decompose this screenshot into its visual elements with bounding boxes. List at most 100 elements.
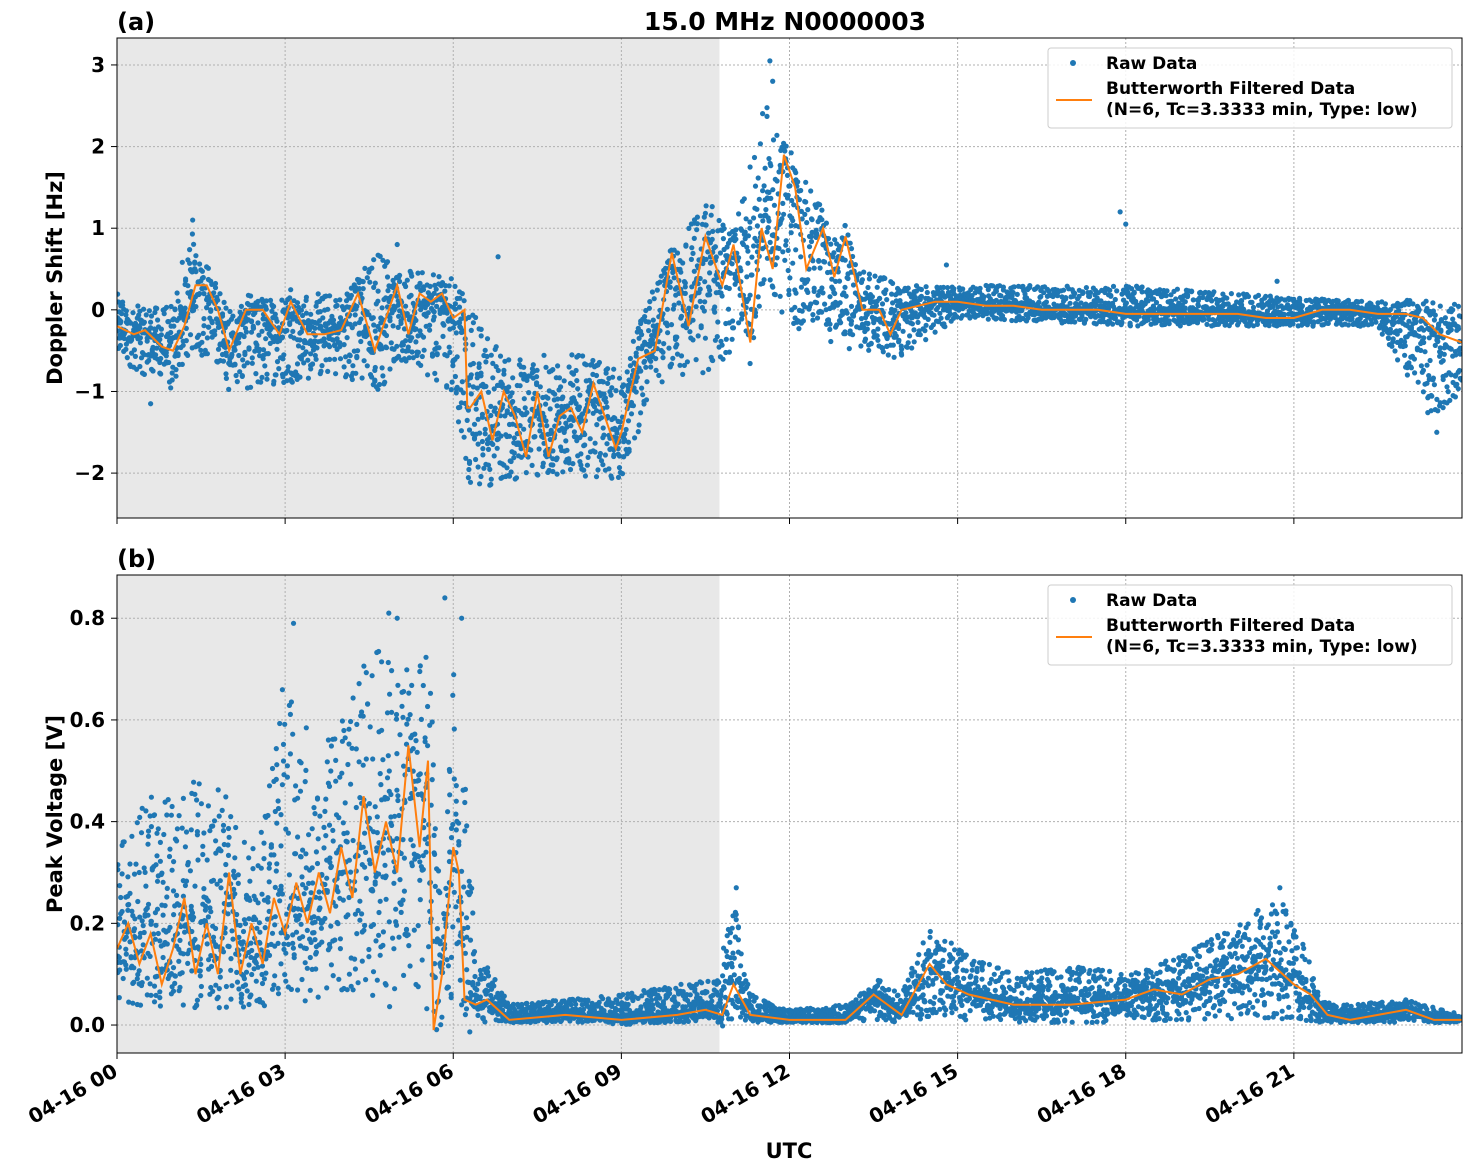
raw-data-point bbox=[554, 471, 560, 477]
raw-data-point bbox=[157, 336, 163, 343]
raw-data-point bbox=[165, 797, 171, 803]
y-axis-label: Doppler Shift [Hz] bbox=[43, 171, 67, 385]
raw-data-point bbox=[836, 278, 843, 284]
raw-data-point bbox=[872, 273, 878, 279]
raw-data-point bbox=[154, 345, 160, 351]
raw-data-point bbox=[491, 386, 497, 392]
raw-data-point bbox=[707, 292, 713, 298]
raw-data-point bbox=[772, 292, 778, 298]
raw-data-point bbox=[911, 327, 917, 333]
raw-data-point bbox=[832, 237, 838, 243]
raw-data-point bbox=[308, 366, 314, 372]
raw-data-point bbox=[403, 303, 409, 309]
raw-data-point bbox=[1423, 298, 1429, 304]
raw-data-point bbox=[925, 316, 931, 322]
raw-data-point bbox=[1299, 303, 1305, 309]
raw-data-point bbox=[804, 220, 810, 226]
raw-data-point bbox=[308, 311, 314, 317]
raw-data-point bbox=[858, 343, 864, 349]
raw-data-point bbox=[1402, 352, 1408, 358]
raw-data-point bbox=[212, 332, 218, 338]
raw-data-point bbox=[689, 245, 695, 251]
raw-data-point bbox=[646, 328, 652, 334]
raw-data-point bbox=[474, 385, 480, 391]
raw-data-point bbox=[498, 433, 504, 439]
raw-data-point bbox=[243, 329, 249, 335]
raw-data-point bbox=[670, 306, 677, 312]
raw-data-point bbox=[509, 390, 515, 396]
raw-data-point bbox=[131, 871, 138, 877]
raw-data-point bbox=[263, 298, 269, 304]
raw-data-point bbox=[228, 967, 234, 973]
raw-data-point bbox=[690, 250, 696, 256]
raw-data-point bbox=[660, 349, 666, 355]
raw-data-point bbox=[174, 892, 180, 899]
raw-data-point bbox=[195, 857, 201, 863]
raw-data-point bbox=[183, 829, 190, 835]
raw-data-point bbox=[433, 286, 439, 292]
raw-data-point bbox=[805, 289, 811, 295]
raw-data-point bbox=[352, 312, 358, 318]
raw-data-point bbox=[247, 878, 253, 884]
raw-data-point bbox=[609, 475, 615, 481]
raw-data-point bbox=[225, 825, 232, 832]
raw-data-point bbox=[789, 197, 795, 204]
raw-data-point bbox=[164, 812, 170, 818]
raw-data-point bbox=[145, 828, 152, 834]
raw-data-point bbox=[693, 304, 699, 310]
raw-data-point bbox=[155, 317, 161, 323]
raw-data-point bbox=[796, 326, 802, 332]
raw-data-point bbox=[808, 188, 814, 194]
raw-data-point bbox=[301, 360, 307, 366]
raw-data-point bbox=[320, 315, 326, 321]
raw-data-point bbox=[648, 358, 654, 364]
raw-data-point bbox=[904, 344, 910, 350]
raw-data-point bbox=[639, 385, 645, 391]
raw-data-point bbox=[173, 373, 179, 379]
raw-data-point bbox=[254, 342, 260, 348]
raw-data-point bbox=[625, 388, 631, 394]
raw-data-point bbox=[148, 401, 154, 407]
raw-data-point bbox=[477, 430, 483, 436]
raw-data-point bbox=[1010, 289, 1016, 296]
raw-data-point bbox=[148, 353, 154, 359]
raw-data-point bbox=[375, 298, 381, 304]
raw-data-point bbox=[564, 447, 570, 453]
raw-data-point bbox=[185, 352, 191, 358]
raw-data-point bbox=[930, 322, 937, 328]
raw-data-point bbox=[905, 340, 911, 346]
raw-data-point bbox=[719, 293, 725, 299]
raw-data-point bbox=[760, 111, 766, 117]
raw-data-series bbox=[117, 58, 1462, 488]
raw-data-point bbox=[569, 352, 575, 358]
raw-data-point bbox=[131, 926, 138, 932]
raw-data-point bbox=[448, 276, 454, 282]
raw-data-point bbox=[547, 406, 553, 412]
raw-data-point bbox=[379, 365, 385, 371]
raw-data-point bbox=[596, 359, 603, 366]
raw-data-point bbox=[126, 901, 132, 908]
raw-data-point bbox=[822, 301, 828, 307]
raw-data-point bbox=[671, 275, 677, 281]
raw-data-point bbox=[240, 928, 247, 935]
raw-data-point bbox=[756, 303, 762, 309]
raw-data-point bbox=[242, 921, 249, 927]
raw-data-point bbox=[799, 216, 805, 222]
raw-data-point bbox=[146, 308, 152, 314]
raw-data-point bbox=[260, 347, 267, 353]
raw-data-point bbox=[1189, 289, 1195, 295]
raw-data-point bbox=[148, 794, 154, 800]
raw-data-point bbox=[1392, 348, 1398, 354]
raw-data-point bbox=[157, 989, 163, 995]
raw-data-point bbox=[1410, 301, 1416, 307]
raw-data-point bbox=[633, 378, 639, 384]
raw-data-point bbox=[691, 235, 697, 241]
raw-data-point bbox=[819, 285, 825, 291]
raw-data-point bbox=[817, 202, 823, 208]
raw-data-point bbox=[720, 236, 727, 242]
raw-data-point bbox=[132, 353, 138, 359]
raw-data-point bbox=[729, 261, 735, 267]
raw-data-point bbox=[183, 338, 189, 344]
raw-data-point bbox=[136, 968, 142, 974]
